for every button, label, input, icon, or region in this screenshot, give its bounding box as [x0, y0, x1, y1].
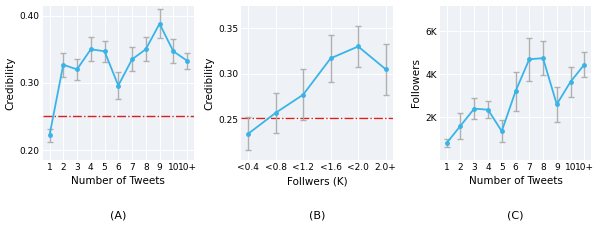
X-axis label: Follwers (K): Follwers (K): [287, 176, 347, 186]
Text: (A): (A): [110, 211, 127, 221]
Y-axis label: Credibility: Credibility: [204, 56, 214, 110]
X-axis label: Number of Tweets: Number of Tweets: [469, 176, 562, 186]
Y-axis label: Followers: Followers: [411, 58, 421, 107]
Y-axis label: Credibility: Credibility: [5, 56, 16, 110]
Text: (C): (C): [507, 211, 524, 221]
X-axis label: Number of Tweets: Number of Tweets: [71, 176, 165, 186]
Text: (B): (B): [309, 211, 325, 221]
